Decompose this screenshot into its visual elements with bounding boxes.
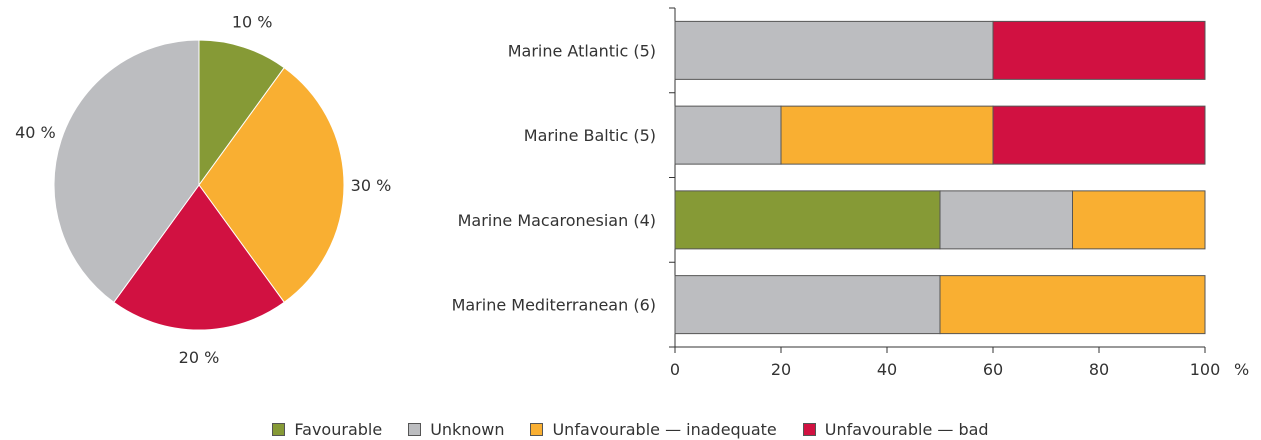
category-label: Marine Mediterranean (6)	[452, 296, 656, 315]
legend-swatch	[408, 422, 422, 436]
legend-swatch	[530, 422, 544, 436]
x-tick-label: 60	[983, 360, 1003, 379]
pie-slice-favourable	[198, 39, 285, 187]
bar-segment-favourable	[674, 190, 941, 250]
x-unit-label: %	[1234, 360, 1249, 379]
x-tick-label: 100	[1190, 360, 1221, 379]
bar-segment-unknown	[674, 275, 941, 335]
bar-segment-unknown	[674, 105, 782, 165]
bar-segment-unfavourable-bad	[992, 105, 1206, 165]
pie-chart: 10 % 30 % 20 % 40 %	[15, 12, 391, 367]
bar-segment-unknown	[674, 20, 994, 80]
chart-canvas: 10 % 30 % 20 % 40 % 0 20 40 60 80 100 % Marine Atl…	[15, 7, 1249, 379]
bar-segment-unfavourable-inadequate	[1072, 190, 1206, 250]
pie-slice-unfavourable-bad	[113, 184, 285, 331]
pie-slice-unknown	[53, 39, 200, 304]
x-tick-label: 0	[670, 360, 680, 379]
category-label: Marine Baltic (5)	[524, 126, 656, 145]
category-label: Marine Macaronesian (4)	[458, 211, 656, 230]
legend-item-unknown: Unknown	[408, 420, 504, 439]
x-tick-label: 80	[1089, 360, 1109, 379]
stacked-bar-chart: 0 20 40 60 80 100 % Marine Atlantic (5) Marine B…	[452, 7, 1249, 379]
legend-swatch	[272, 422, 286, 436]
pie-label-favourable: 10 %	[232, 12, 273, 31]
legend-label: Unfavourable — bad	[824, 419, 989, 439]
legend-item-favourable: Favourable	[272, 420, 382, 439]
bar-segment-unfavourable-inadequate	[780, 105, 994, 165]
bar-segment-unfavourable-inadequate	[939, 275, 1206, 335]
pie-label-unfavourable-inadequate: 30 %	[351, 176, 392, 195]
legend-item-unfavourable-bad: Unfavourable — bad	[802, 419, 989, 439]
legend-label: Favourable	[294, 419, 383, 439]
x-tick-label: 40	[877, 360, 897, 379]
pie-label-unfavourable-bad: 20 %	[179, 348, 220, 367]
legend-label: Unknown	[430, 419, 505, 439]
legend-swatch	[802, 422, 816, 436]
bar-segment-unfavourable-bad	[992, 20, 1206, 80]
legend-label: Unfavourable — inadequate	[552, 419, 777, 439]
legend: Favourable Unknown Unfavourable — inadequa…	[0, 418, 1261, 440]
legend-item-unfavourable-inadequate: Unfavourable — inadequate	[530, 419, 777, 439]
category-label: Marine Atlantic (5)	[508, 41, 656, 60]
bar-segment-unknown	[939, 190, 1073, 250]
pie-label-unknown: 40 %	[15, 123, 56, 142]
pie-slice-unfavourable-inadequate	[198, 66, 345, 304]
x-tick-label: 20	[771, 360, 791, 379]
